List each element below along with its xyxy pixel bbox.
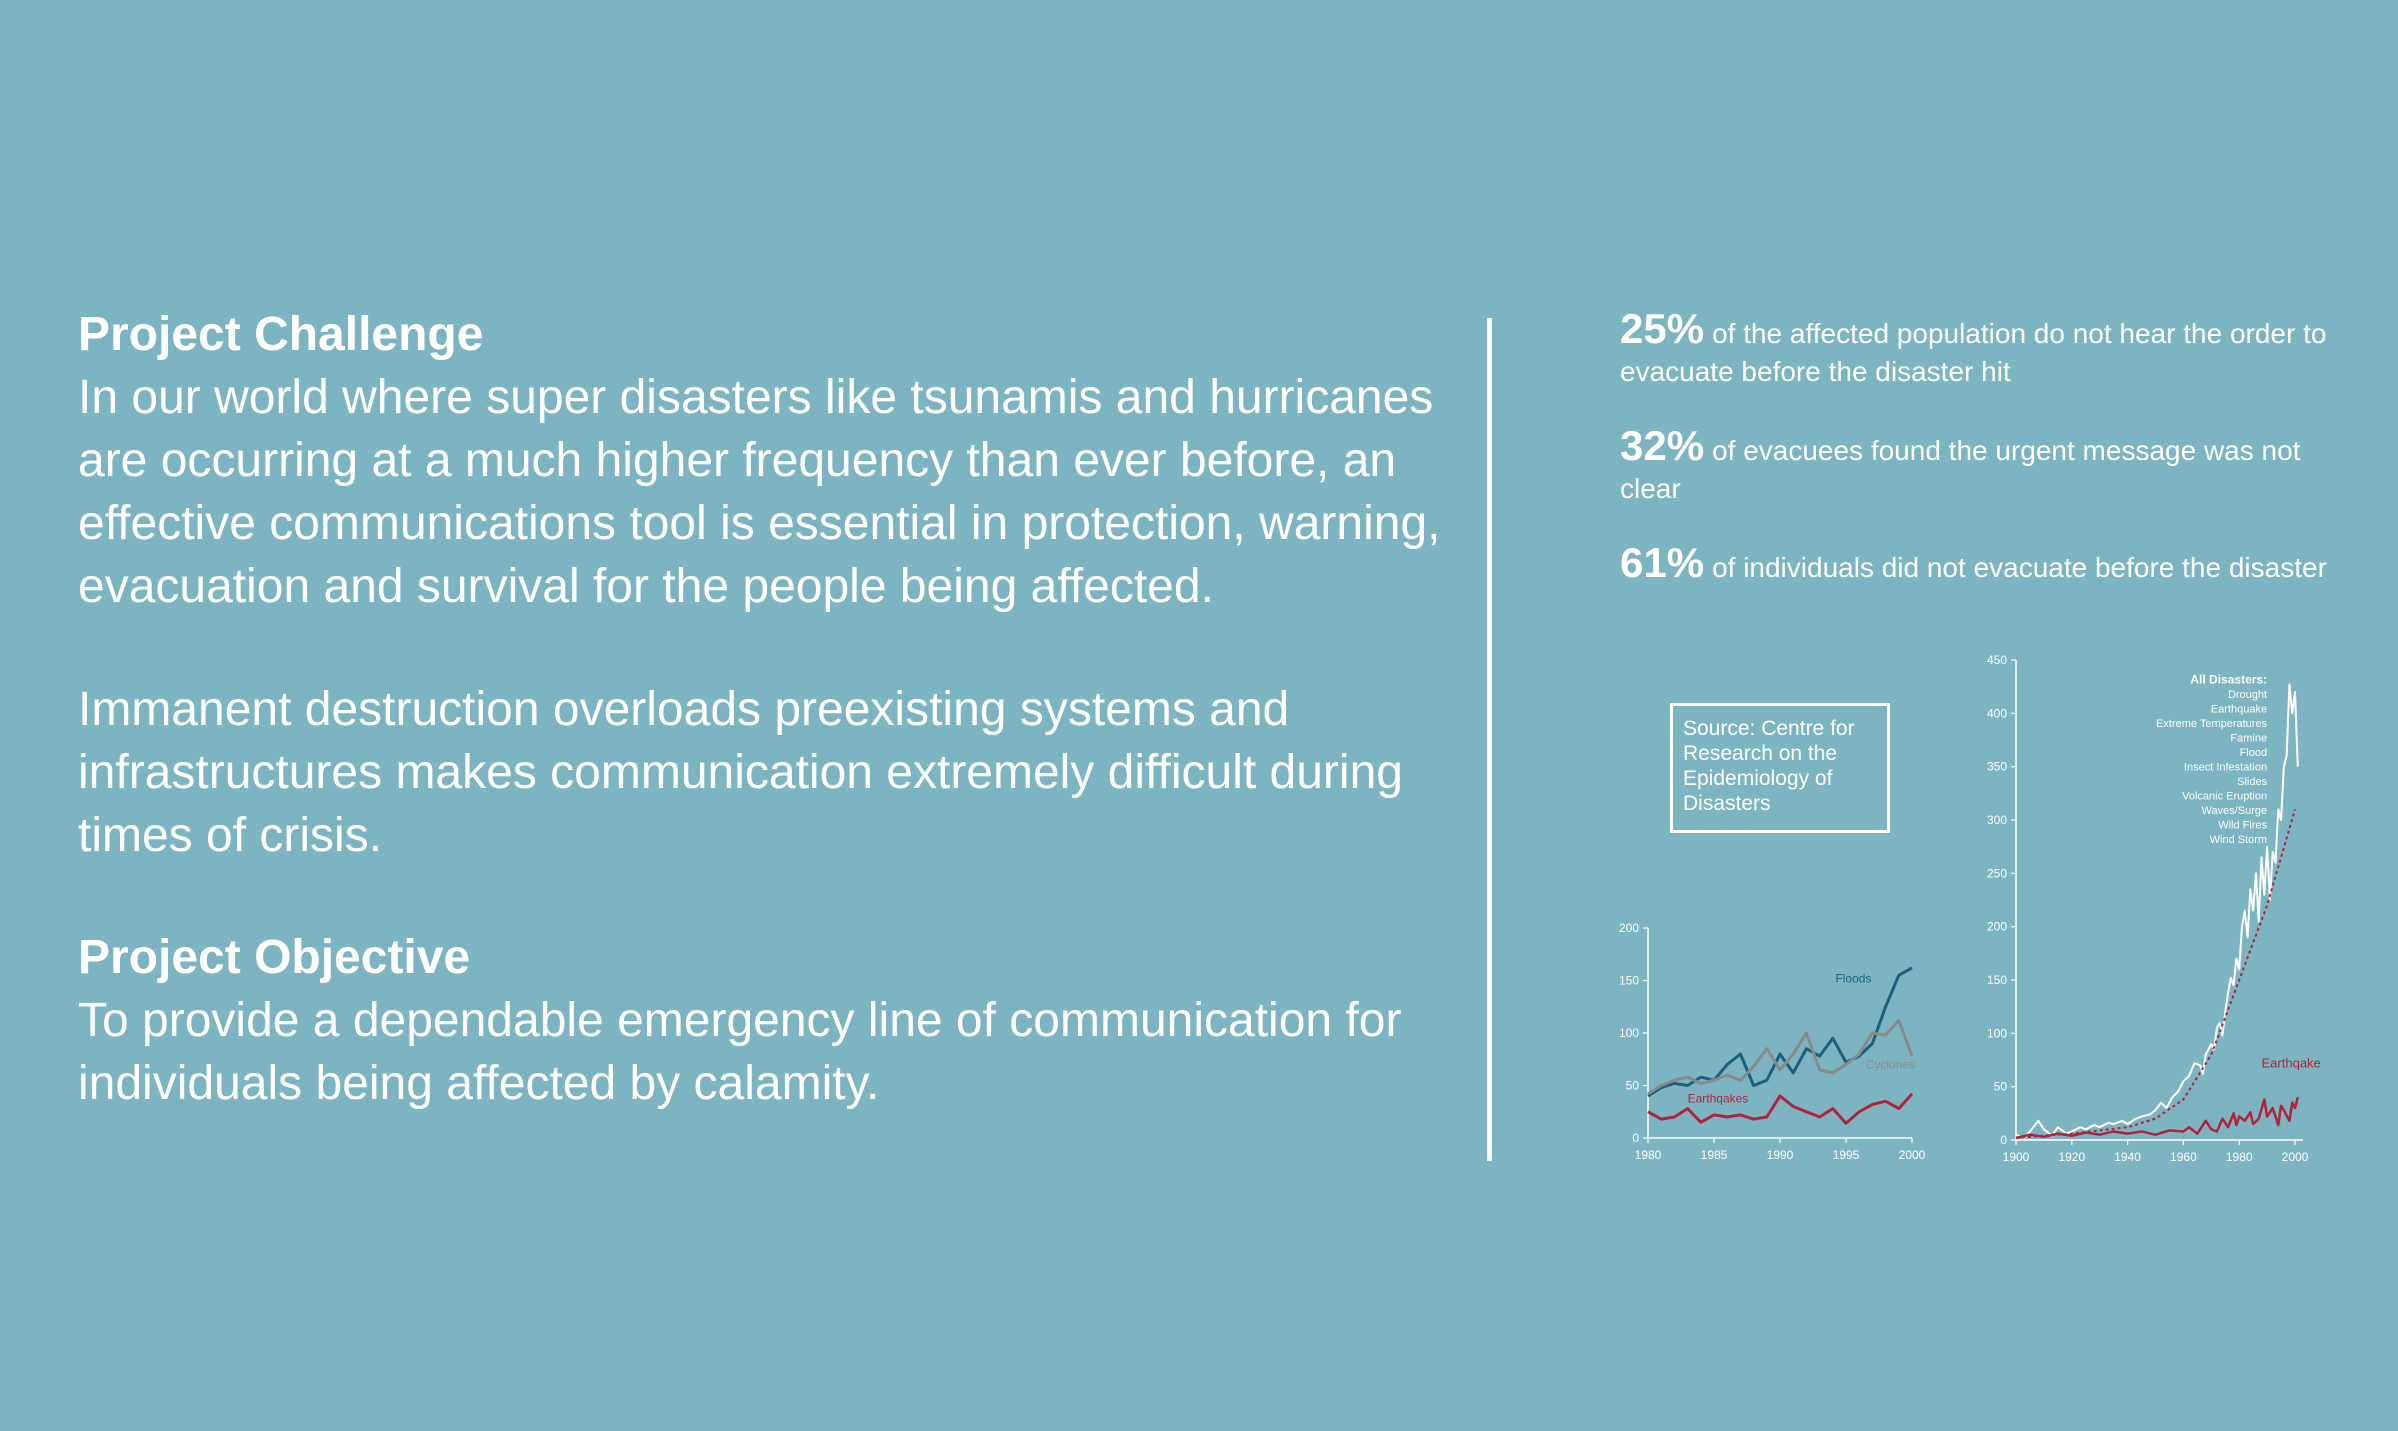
stat-item: 32% of evacuees found the urgent message … — [1620, 425, 2340, 508]
series-line-earthqakes — [1647, 1092, 1914, 1125]
stat-item: 25% of the affected population do not hea… — [1620, 308, 2340, 391]
vertical-divider — [1487, 318, 1492, 1161]
source-box: Source: Centre for Research on the Epide… — [1670, 703, 1890, 833]
x-tick-label: 1960 — [2170, 1150, 2197, 1164]
x-tick-label: 1900 — [2003, 1150, 2030, 1164]
stat-item: 61% of individuals did not evacuate befor… — [1620, 542, 2340, 587]
y-tick-label: 150 — [1619, 974, 1639, 988]
challenge-heading: Project Challenge — [78, 308, 484, 361]
y-tick-label: 0 — [1632, 1131, 1639, 1145]
legend-item: Wind Storm — [2210, 834, 2267, 846]
series-label: Earthqakes — [1688, 1091, 1749, 1105]
legend-item: Extreme Temperatures — [2156, 718, 2268, 730]
legend-item: Drought — [2228, 689, 2267, 701]
stat-percent: 25% — [1620, 305, 1705, 352]
x-tick-label: 1980 — [1635, 1148, 1662, 1162]
destruction-text: Immanent destruction overloads preexisti… — [78, 683, 1403, 862]
left-text-column: Project Challenge In our world where sup… — [78, 304, 1458, 1115]
y-tick-label: 100 — [1619, 1026, 1639, 1040]
y-tick-label: 50 — [1626, 1079, 1640, 1093]
y-tick-label: 400 — [1987, 706, 2007, 720]
y-tick-label: 50 — [1994, 1080, 2008, 1094]
x-tick-label: 1990 — [1767, 1148, 1794, 1162]
x-tick-label: 2000 — [1899, 1148, 1926, 1162]
series-line-floods — [1647, 966, 1913, 1098]
all-disasters-chart: 0 50 100 150 200 250 300 350 400 450 1900 1920 1940 1… — [1987, 653, 2320, 1164]
x-tick-label: 1985 — [1701, 1148, 1728, 1162]
y-tick-label: 150 — [1987, 973, 2007, 987]
series-line-all-disasters — [2015, 683, 2299, 1139]
disaster-types-chart: 0 50 100 150 200 1980 1985 1990 1995 2000 Floods Cy… — [1619, 921, 1926, 1162]
legend-item: Slides — [2237, 776, 2267, 788]
stat-percent: 32% — [1620, 422, 1705, 469]
objective-heading: Project Objective — [78, 931, 471, 984]
y-tick-label: 200 — [1619, 921, 1639, 935]
y-tick-label: 200 — [1987, 920, 2007, 934]
y-tick-label: 100 — [1987, 1026, 2007, 1040]
stat-text: of evacuees found the urgent message was… — [1620, 435, 2301, 504]
x-tick-label: 1980 — [2226, 1150, 2253, 1164]
legend-item: Waves/Surge — [2201, 805, 2267, 817]
y-tick-label: 300 — [1987, 813, 2007, 827]
series-line-trend — [2015, 809, 2296, 1139]
x-tick-label: 1940 — [2114, 1150, 2141, 1164]
y-tick-label: 0 — [2000, 1133, 2007, 1147]
stats-list: 25% of the affected population do not hea… — [1620, 308, 2340, 623]
series-line-earthqakes — [2015, 1097, 2299, 1140]
legend-title: All Disasters: — [2190, 672, 2267, 686]
stat-text: of individuals did not evacuate before t… — [1712, 552, 2327, 583]
challenge-text: In our world where super disasters like … — [78, 371, 1441, 613]
series-label: Cyclones — [1866, 1058, 1915, 1072]
legend-item: Insect Infestation — [2184, 761, 2267, 773]
y-tick-label: 250 — [1987, 866, 2007, 880]
legend-item: Famine — [2230, 732, 2267, 744]
x-tick-label: 1920 — [2058, 1150, 2085, 1164]
y-tick-label: 450 — [1987, 653, 2007, 667]
x-tick-label: 1995 — [1833, 1148, 1860, 1162]
legend-item: Volcanic Eruption — [2182, 790, 2267, 802]
legend-item: Wild Fires — [2218, 819, 2267, 831]
stat-text: of the affected population do not hear t… — [1620, 318, 2327, 387]
stat-percent: 61% — [1620, 539, 1705, 586]
objective-text: To provide a dependable emergency line o… — [78, 994, 1402, 1110]
legend-item: Earthquake — [2211, 703, 2267, 715]
y-tick-label: 350 — [1987, 760, 2007, 774]
legend-item: Flood — [2240, 747, 2268, 759]
series-line-cyclones — [1647, 1018, 1914, 1096]
x-tick-label: 2000 — [2282, 1150, 2309, 1164]
series-label: Earthqakes — [2262, 1055, 2320, 1070]
series-label: Floods — [1835, 972, 1871, 986]
